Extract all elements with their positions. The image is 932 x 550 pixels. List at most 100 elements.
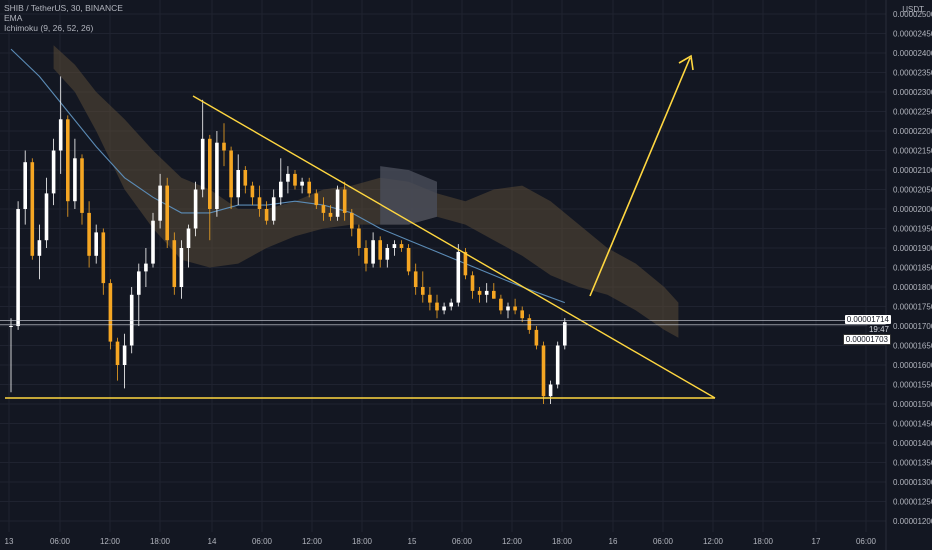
ichimoku-legend[interactable]: Ichimoku (9, 26, 52, 26)	[4, 23, 94, 33]
candle-body	[44, 193, 49, 241]
x-tick-label: 18:00	[150, 537, 171, 546]
candle-body	[442, 306, 446, 311]
price-axis[interactable]: 0.00002500 0.00002450 0.00002400 0.00002350…	[885, 0, 932, 550]
candle-body	[271, 197, 276, 221]
chart-legend: SHIB / TetherUS, 30, BINANCE EMA Ichimok…	[4, 3, 123, 33]
candle-body	[470, 275, 475, 291]
candle-body	[520, 310, 524, 319]
candle-body	[16, 209, 20, 326]
candle	[236, 154, 240, 206]
candle-body	[222, 142, 226, 151]
candle-body	[108, 283, 113, 342]
ichimoku-cloud	[53, 45, 679, 338]
y-tick-label: 0.00001750	[893, 303, 932, 312]
candle	[321, 197, 326, 221]
arrow-head-icon	[678, 54, 694, 71]
candle	[328, 205, 333, 221]
x-tick-label: 12:00	[502, 537, 523, 546]
candle-body	[435, 302, 439, 311]
y-tick-label: 0.00001950	[893, 225, 932, 234]
x-tick-label: 06:00	[653, 537, 674, 546]
candle	[555, 341, 560, 389]
candle-body	[321, 205, 326, 213]
x-tick-label: 18:00	[352, 537, 373, 546]
price-lines	[0, 320, 886, 326]
candle	[520, 306, 524, 323]
y-tick-label: 0.00002300	[893, 88, 932, 97]
time-axis[interactable]: 13 06:00 12:00 18:00 14 06:00 12:00 18:00 15 06:0…	[5, 537, 877, 546]
candle-body	[151, 220, 155, 264]
trend-drawings[interactable]	[5, 54, 716, 399]
candle	[342, 181, 347, 221]
y-tick-label: 0.00002000	[893, 205, 932, 214]
y-tick-label: 0.00002050	[893, 186, 932, 195]
descending-trendline[interactable]	[192, 95, 716, 399]
candle	[51, 138, 56, 206]
candle-body	[513, 306, 517, 311]
candle-body	[449, 302, 453, 307]
ema-legend[interactable]: EMA	[4, 13, 23, 23]
candle-body	[399, 244, 404, 248]
candle-body	[506, 306, 510, 311]
candle	[66, 115, 70, 217]
candle	[563, 318, 567, 350]
y-tick-label: 0.00001900	[893, 244, 932, 253]
candle-body	[357, 228, 361, 248]
candle-body	[257, 197, 262, 209]
candle	[200, 99, 205, 198]
y-tick-label: 0.00001250	[893, 498, 932, 507]
candle	[484, 283, 489, 303]
candles	[9, 76, 567, 404]
candle	[144, 248, 148, 287]
candle	[243, 166, 248, 194]
candle-body	[371, 240, 375, 264]
candle-body	[94, 232, 98, 256]
candle	[534, 326, 539, 350]
candle	[9, 318, 13, 393]
candle	[179, 240, 184, 299]
x-tick-label: 18:00	[552, 537, 573, 546]
candle	[271, 189, 276, 225]
candle-body	[477, 290, 482, 295]
y-tick-label: 0.00002350	[893, 69, 932, 78]
candle	[208, 134, 212, 241]
candle-body	[563, 322, 567, 346]
candle-body	[279, 181, 283, 198]
candle	[108, 279, 113, 350]
y-tick-label: 0.00001700	[893, 322, 932, 331]
candle	[470, 271, 475, 299]
candle-body	[548, 384, 553, 397]
x-tick-label: 13	[5, 537, 14, 546]
y-tick-label: 0.00001600	[893, 361, 932, 370]
x-tick-label: 17	[812, 537, 821, 546]
candle-body	[23, 162, 27, 209]
x-tick-label: 16	[609, 537, 618, 546]
x-tick-label: 12:00	[100, 537, 121, 546]
candle-body	[30, 162, 35, 256]
y-tick-label: 0.00001500	[893, 400, 932, 409]
candle	[506, 302, 510, 319]
candle-body	[115, 341, 120, 365]
x-tick-label: 06:00	[452, 537, 473, 546]
y-tick-label: 0.00002250	[893, 108, 932, 117]
candle	[293, 170, 297, 190]
candle	[435, 294, 439, 319]
y-tick-label: 0.00002500	[893, 10, 932, 19]
x-tick-label: 14	[208, 537, 217, 546]
candle-body	[364, 248, 368, 264]
candle-body	[406, 248, 411, 272]
candle	[151, 212, 155, 268]
x-tick-label: 06:00	[856, 537, 877, 546]
candle	[527, 314, 532, 334]
candle-body	[66, 119, 70, 202]
candle-body	[307, 181, 311, 194]
candle	[37, 224, 42, 280]
candle-body	[456, 251, 461, 303]
projection-arrow[interactable]	[589, 57, 691, 297]
candle	[158, 173, 162, 229]
candle-body	[243, 170, 248, 186]
ema-series	[10, 48, 565, 304]
currency-label: USDT	[902, 5, 924, 14]
symbol-legend[interactable]: SHIB / TetherUS, 30, BINANCE	[4, 3, 123, 13]
